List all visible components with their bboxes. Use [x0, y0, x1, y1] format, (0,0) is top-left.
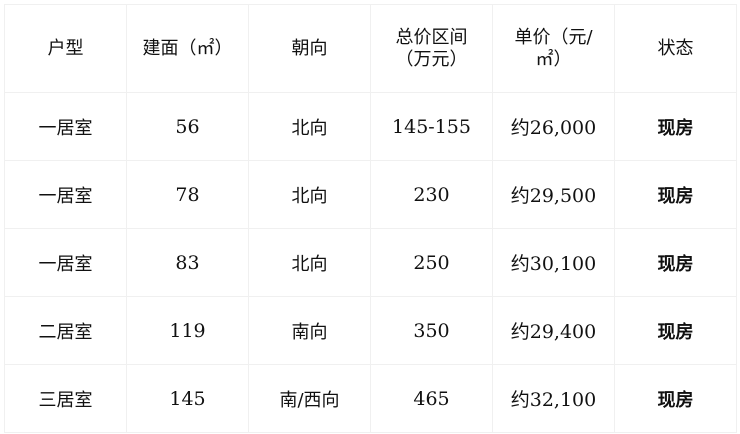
cell-total-price: 230	[370, 160, 493, 229]
cell-orientation: 南向	[248, 296, 371, 365]
header-unit-price: 单价（元/㎡）	[492, 4, 615, 93]
cell-area: 83	[126, 228, 249, 297]
cell-unit-type: 三居室	[4, 364, 127, 433]
table-row: 二居室 119 南向 350 约29,400 现房	[4, 296, 737, 365]
cell-total-price: 250	[370, 228, 493, 297]
housing-table: 户型 建面（㎡） 朝向 总价区间（万元） 单价（元/㎡） 状态 一居室 56 北向 145-15…	[4, 4, 737, 433]
cell-area: 56	[126, 92, 249, 161]
header-orientation: 朝向	[248, 4, 371, 93]
cell-total-price: 350	[370, 296, 493, 365]
cell-unit-price: 约29,400	[492, 296, 615, 365]
header-area: 建面（㎡）	[126, 4, 249, 93]
table-row: 一居室 83 北向 250 约30,100 现房	[4, 228, 737, 297]
cell-status: 现房	[614, 228, 737, 297]
header-unit-type: 户型	[4, 4, 127, 93]
cell-unit-price: 约29,500	[492, 160, 615, 229]
cell-unit-type: 二居室	[4, 296, 127, 365]
cell-unit-type: 一居室	[4, 228, 127, 297]
header-total-price: 总价区间（万元）	[370, 4, 493, 93]
cell-status: 现房	[614, 296, 737, 365]
cell-area: 78	[126, 160, 249, 229]
cell-unit-price: 约32,100	[492, 364, 615, 433]
cell-status: 现房	[614, 92, 737, 161]
cell-unit-price: 约30,100	[492, 228, 615, 297]
cell-status: 现房	[614, 160, 737, 229]
header-status: 状态	[614, 4, 737, 93]
table-header-row: 户型 建面（㎡） 朝向 总价区间（万元） 单价（元/㎡） 状态	[4, 4, 737, 93]
table-row: 一居室 78 北向 230 约29,500 现房	[4, 160, 737, 229]
cell-unit-type: 一居室	[4, 92, 127, 161]
cell-orientation: 北向	[248, 160, 371, 229]
table-row: 一居室 56 北向 145-155 约26,000 现房	[4, 92, 737, 161]
cell-total-price: 145-155	[370, 92, 493, 161]
cell-unit-price: 约26,000	[492, 92, 615, 161]
table-row: 三居室 145 南/西向 465 约32,100 现房	[4, 364, 737, 433]
cell-area: 145	[126, 364, 249, 433]
cell-orientation: 北向	[248, 92, 371, 161]
cell-status: 现房	[614, 364, 737, 433]
cell-orientation: 南/西向	[248, 364, 371, 433]
cell-unit-type: 一居室	[4, 160, 127, 229]
cell-orientation: 北向	[248, 228, 371, 297]
cell-area: 119	[126, 296, 249, 365]
cell-total-price: 465	[370, 364, 493, 433]
